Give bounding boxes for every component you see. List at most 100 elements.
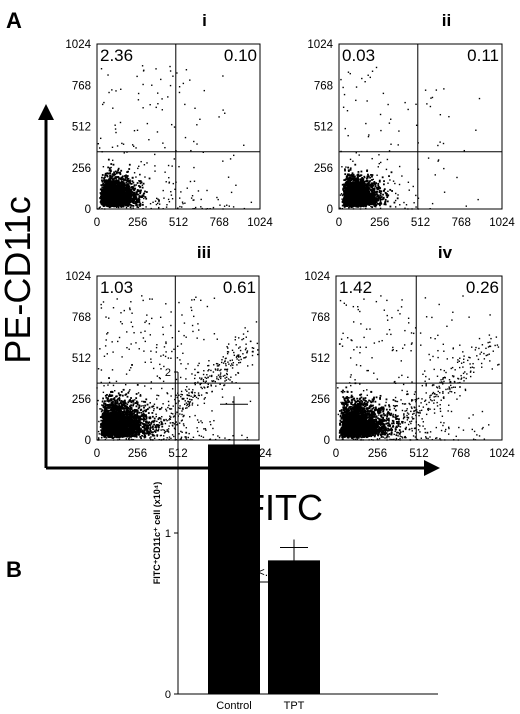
data-point	[105, 180, 108, 183]
data-point	[200, 198, 202, 201]
data-point	[362, 179, 365, 181]
data-point	[200, 206, 202, 208]
data-point	[179, 197, 181, 199]
data-point	[139, 182, 142, 185]
data-point	[135, 198, 138, 200]
data-point	[145, 191, 148, 193]
data-point	[110, 203, 113, 206]
data-point	[137, 204, 139, 206]
data-point	[114, 180, 117, 183]
data-point	[141, 186, 144, 189]
data-point	[384, 201, 387, 204]
data-point	[131, 176, 134, 179]
data-point	[218, 116, 220, 118]
data-point	[142, 107, 144, 109]
data-point	[124, 186, 127, 189]
data-point	[351, 177, 354, 180]
data-point	[344, 191, 347, 194]
data-point	[136, 182, 139, 184]
data-point	[129, 191, 132, 194]
data-point	[104, 202, 107, 205]
data-point	[190, 197, 193, 199]
data-point	[152, 201, 154, 204]
data-point	[136, 201, 139, 203]
data-point	[120, 176, 123, 179]
data-point	[140, 160, 142, 163]
data-point	[228, 205, 230, 207]
data-point	[362, 178, 365, 180]
data-point	[162, 142, 164, 144]
data-point	[129, 201, 132, 203]
data-point	[372, 203, 375, 206]
data-point	[130, 193, 132, 195]
data-point	[384, 202, 386, 205]
data-point	[112, 186, 114, 189]
data-point	[113, 173, 116, 175]
data-point	[373, 187, 376, 190]
data-point	[115, 196, 117, 199]
data-point	[352, 177, 355, 180]
data-point	[381, 176, 384, 179]
data-point	[137, 99, 140, 101]
data-point	[143, 164, 146, 166]
data-point	[126, 171, 129, 173]
upper-right-percentage: 0.10	[224, 46, 257, 65]
data-point	[104, 182, 107, 185]
data-point	[118, 202, 121, 204]
data-point	[114, 191, 116, 194]
data-point	[133, 195, 136, 198]
data-point	[359, 180, 362, 183]
data-point	[383, 203, 386, 206]
data-point	[103, 179, 106, 181]
data-point	[389, 205, 392, 208]
data-point	[102, 192, 104, 195]
data-point	[154, 165, 156, 167]
data-point	[349, 179, 352, 182]
data-point	[104, 194, 107, 197]
data-point	[352, 173, 355, 176]
data-point	[108, 197, 111, 200]
data-point	[123, 182, 126, 185]
data-point	[351, 172, 354, 175]
data-point	[117, 206, 120, 209]
data-point	[138, 198, 141, 201]
data-point	[112, 190, 115, 193]
data-point	[122, 202, 125, 205]
data-point	[197, 190, 200, 192]
data-point	[102, 184, 105, 187]
data-point	[375, 182, 377, 185]
data-point	[128, 195, 131, 198]
data-point	[127, 199, 130, 201]
data-point	[115, 188, 118, 191]
data-point	[109, 198, 112, 201]
data-point	[135, 184, 138, 186]
data-point	[127, 203, 130, 206]
data-point	[132, 181, 135, 184]
data-point	[389, 188, 392, 191]
data-point	[102, 182, 105, 185]
data-point	[112, 173, 114, 176]
x-tick-label: 768	[210, 217, 229, 229]
data-point	[178, 165, 180, 168]
data-point	[110, 163, 113, 165]
x-tick-label: 256	[128, 217, 147, 229]
data-point	[181, 206, 183, 208]
data-point	[171, 165, 173, 167]
data-point	[114, 187, 116, 190]
data-point	[377, 194, 380, 197]
data-point	[113, 203, 116, 206]
data-point	[110, 202, 112, 205]
data-point	[106, 189, 109, 192]
data-point	[102, 200, 105, 203]
data-point	[348, 174, 351, 177]
data-point	[352, 178, 355, 181]
data-point	[342, 188, 345, 191]
data-point	[118, 184, 121, 187]
data-point	[125, 186, 128, 188]
data-point	[114, 128, 117, 130]
data-point	[136, 75, 138, 78]
data-point	[193, 180, 196, 182]
data-point	[122, 181, 125, 183]
data-point	[229, 158, 232, 160]
